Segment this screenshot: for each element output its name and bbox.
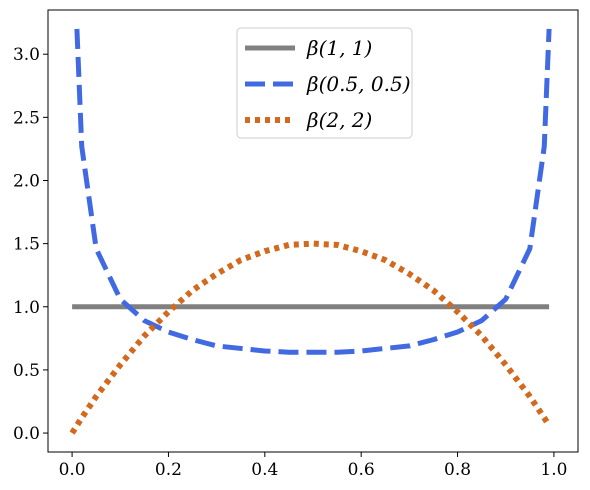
- legend-label-0: β(1, 1): [306, 36, 372, 60]
- y-tick-label: 1.0: [13, 298, 40, 318]
- y-tick-label: 2.5: [13, 108, 40, 128]
- legend-label-1: β(0.5, 0.5): [306, 72, 411, 96]
- legend-label-2: β(2, 2): [306, 108, 372, 132]
- series-line-1: [74, 28, 552, 355]
- x-tick-label: 0.6: [348, 460, 375, 480]
- legend-box: [236, 27, 413, 139]
- y-tick-label: 2.0: [13, 171, 40, 191]
- series-line-2: [69, 240, 552, 435]
- x-tick-label: 0.4: [251, 460, 278, 480]
- y-tick-label: 0.0: [13, 424, 40, 444]
- plot-frame: [47, 9, 579, 453]
- plot-layer: [69, 28, 552, 435]
- y-tick-label: 1.5: [13, 235, 40, 255]
- y-tick-label: 0.5: [13, 361, 40, 381]
- legend: β(1, 1) β(0.5, 0.5) β(2, 2): [236, 27, 413, 139]
- axes-layer: 0.0 0.2 0.4 0.6 0.8 1.0 0.0 0.5 1.0 1.5 2.0 2.5 3.0: [13, 9, 579, 480]
- y-tick-label: 3.0: [13, 45, 40, 65]
- x-tick-label: 0.2: [155, 460, 182, 480]
- x-tick-label: 0.0: [59, 460, 86, 480]
- x-tick-label: 0.8: [444, 460, 471, 480]
- x-tick-label: 1.0: [540, 460, 567, 480]
